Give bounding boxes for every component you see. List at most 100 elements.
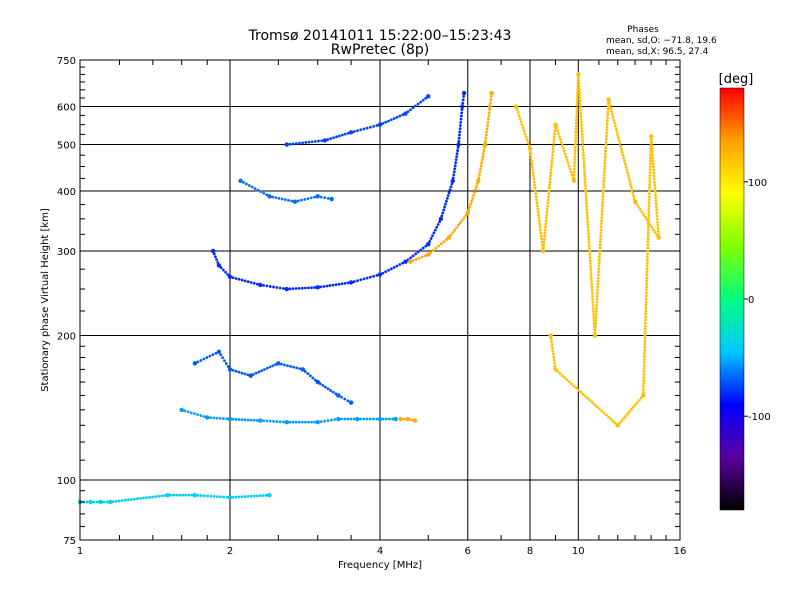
data-point-interp [574, 127, 578, 131]
data-point-interp [282, 287, 285, 290]
data-point-interp [575, 97, 579, 101]
trace-E-layer [179, 407, 398, 425]
data-point-interp [592, 313, 596, 316]
data-point-interp [205, 356, 209, 359]
data-point-interp [652, 171, 656, 175]
data-point-interp [271, 364, 275, 368]
data-point-interp [601, 192, 605, 195]
data-point-interp [333, 418, 337, 421]
data-point-interp [516, 111, 520, 114]
data-point-interp [331, 283, 335, 287]
data-point-interp [552, 135, 556, 139]
data-point-interp [647, 216, 651, 220]
data-point-interp [647, 210, 651, 214]
trace-scatter [513, 72, 661, 428]
data-point-interp [455, 152, 459, 156]
data-point-interp [612, 118, 616, 122]
data-point-interp [313, 286, 317, 289]
data-point-interp [576, 94, 579, 98]
data-point-interp [648, 183, 652, 186]
data-point-interp [428, 239, 432, 243]
data-point-interp [645, 282, 649, 286]
data-point-interp [602, 182, 606, 186]
data-point-interp [589, 277, 593, 280]
data-point-interp [381, 122, 385, 125]
data-point-interp [265, 419, 269, 423]
data-point-interp [326, 387, 330, 391]
data-point-interp [257, 370, 261, 374]
data-point-interp [294, 287, 298, 290]
data-point-interp [365, 417, 369, 421]
data-point-interp [545, 207, 549, 211]
data-point-interp [643, 345, 647, 349]
data-point-interp [573, 155, 577, 158]
data-point [377, 416, 383, 422]
data-point-interp [411, 106, 415, 110]
data-point-interp [95, 500, 99, 504]
data-point-interp [311, 376, 315, 380]
data-point-interp [601, 195, 605, 198]
data-point-interp [550, 156, 554, 160]
data-point-interp [645, 285, 648, 289]
data-point-interp [653, 190, 657, 193]
data-point-interp [459, 114, 463, 118]
data-point-interp [651, 156, 655, 160]
data-point-interp [600, 210, 604, 213]
data-point-interp [375, 274, 379, 277]
data-point-interp [626, 412, 629, 416]
data-point-interp [446, 194, 450, 197]
data-point-interp [624, 165, 628, 169]
data-point-interp [552, 358, 556, 362]
data-point-interp [624, 414, 627, 418]
data-point-interp [645, 261, 649, 265]
data-point-interp [244, 182, 248, 186]
data-point-interp [546, 198, 550, 202]
x-tick-label: 1 [77, 546, 83, 557]
data-point-interp [611, 115, 615, 119]
data-point-interp [199, 414, 203, 417]
data-point-interp [151, 495, 155, 499]
data-point-interp [249, 281, 253, 284]
data-point-interp [649, 143, 653, 147]
data-point-interp [639, 396, 643, 400]
data-point-interp [642, 379, 646, 382]
data-point-interp [645, 264, 649, 268]
data-point-interp [261, 494, 265, 497]
data-point-interp [577, 87, 581, 91]
data-point-interp [486, 124, 489, 127]
data-point-interp [587, 247, 591, 250]
data-point-interp [550, 343, 554, 347]
data-point-interp [172, 493, 176, 497]
data-point-interp [553, 361, 557, 365]
data-point-interp [642, 388, 645, 391]
data-point [315, 379, 320, 385]
data-point-interp [268, 419, 272, 423]
y-tick-label: 750 [57, 56, 76, 67]
data-point-interp [542, 243, 546, 247]
data-point-interp [307, 420, 310, 424]
data-point-interp [359, 417, 362, 421]
trace-E-X [398, 416, 418, 423]
data-point-interp [303, 286, 307, 290]
data-point-interp [591, 304, 595, 307]
data-point-interp [643, 327, 647, 331]
data-point-interp [340, 417, 343, 421]
data-point-interp [532, 180, 536, 184]
data-point-interp [588, 399, 592, 402]
data-point-interp [550, 340, 553, 344]
data-point-interp [592, 316, 596, 319]
data-point [267, 194, 272, 199]
data-point-interp [489, 101, 492, 105]
data-point-interp [557, 135, 561, 138]
data-point-interp [594, 325, 597, 328]
data-point-interp [186, 410, 190, 414]
data-point-interp [212, 494, 216, 498]
data-point-interp [234, 417, 238, 421]
data-point-interp [395, 264, 399, 268]
data-point-interp [572, 176, 576, 180]
data-point-interp [556, 129, 559, 132]
data-point-interp [622, 156, 626, 160]
trace-F-X [408, 90, 494, 264]
colorbar [719, 87, 745, 511]
data-point-interp [402, 417, 406, 421]
